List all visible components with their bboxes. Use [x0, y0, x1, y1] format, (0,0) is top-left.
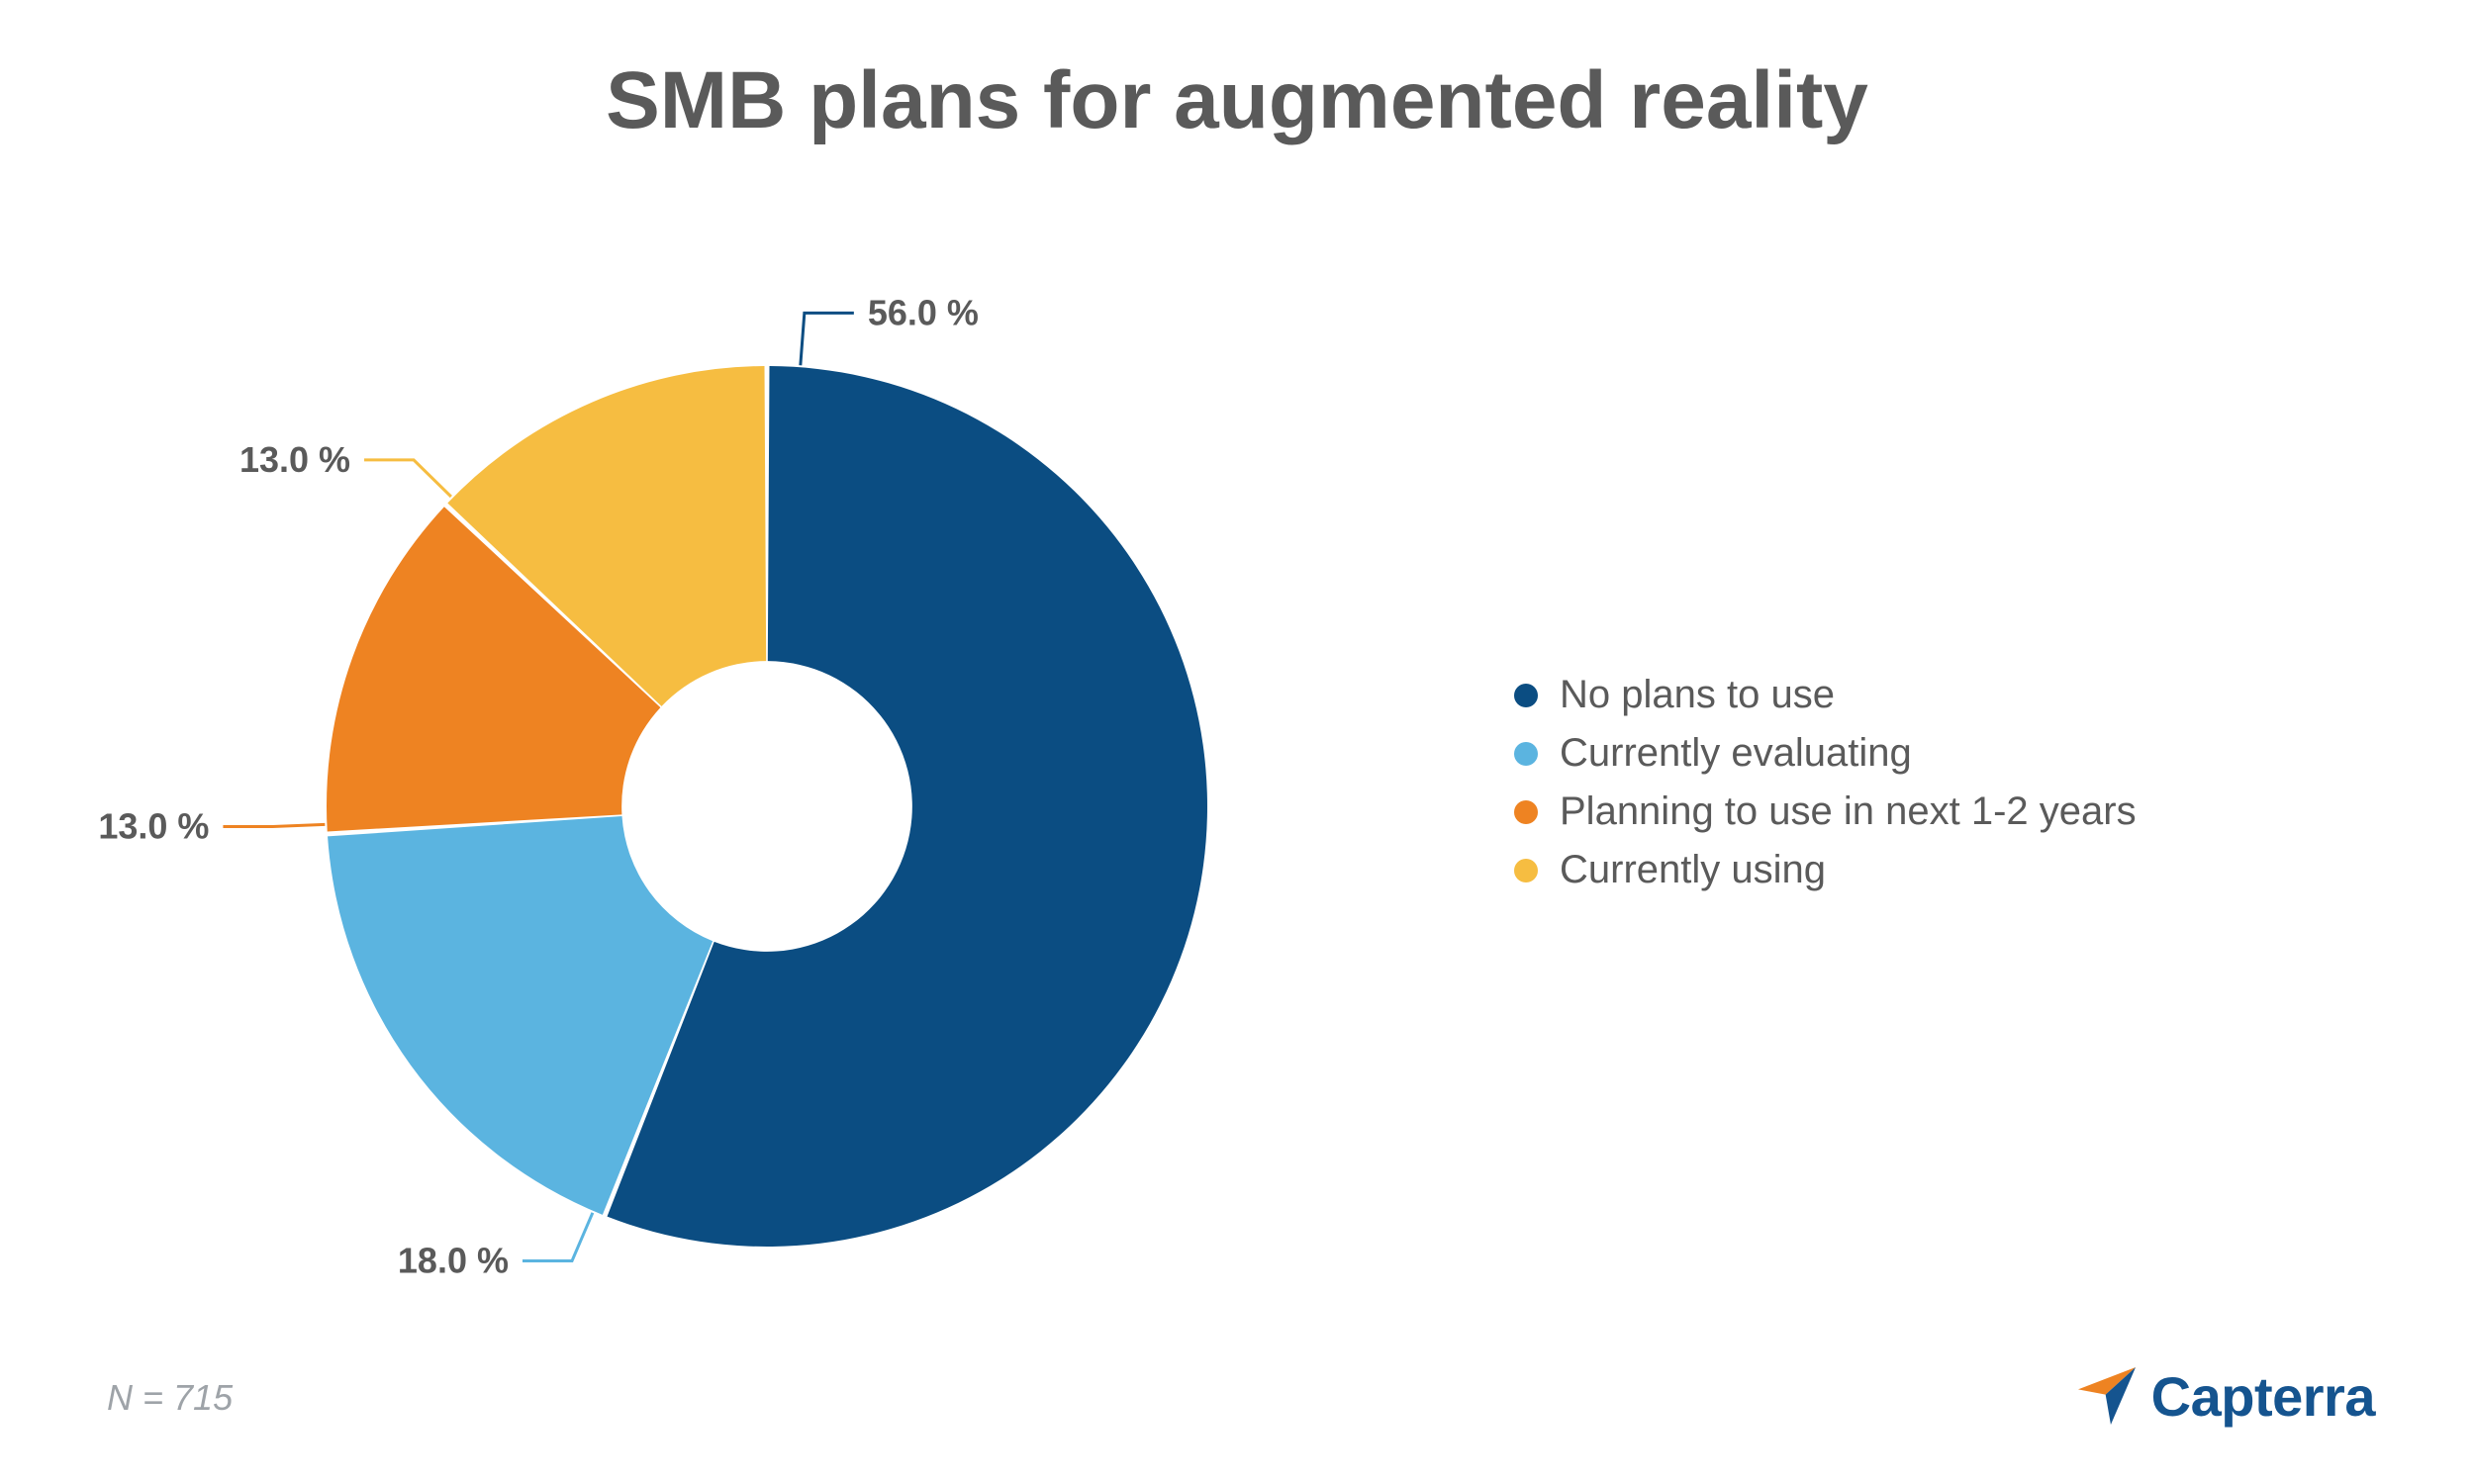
slice-value-label: 13.0 %: [239, 439, 350, 480]
leader-line: [801, 313, 854, 365]
slice-value-label: 18.0 %: [398, 1241, 509, 1281]
legend-swatch: [1514, 859, 1538, 882]
legend-swatch: [1514, 684, 1538, 707]
slice-value-label: 56.0 %: [868, 292, 979, 332]
legend-label: Currently using: [1560, 848, 1826, 892]
legend-item: Planning to use in next 1-2 years: [1514, 789, 2137, 834]
capterra-arrow-icon: [2074, 1363, 2140, 1429]
leader-line: [223, 824, 325, 826]
legend-item: No plans to use: [1514, 673, 2137, 717]
legend-swatch: [1514, 742, 1538, 766]
legend-label: Planning to use in next 1-2 years: [1560, 789, 2137, 834]
slice-value-label: 13.0 %: [98, 806, 209, 847]
legend-swatch: [1514, 800, 1538, 824]
sample-size-note: N = 715: [107, 1377, 233, 1419]
legend-item: Currently evaluating: [1514, 731, 2137, 776]
legend-label: Currently evaluating: [1560, 731, 1912, 776]
brand-name: Capterra: [2151, 1364, 2375, 1429]
leader-line: [364, 460, 451, 497]
brand-logo: Capterra: [2074, 1363, 2375, 1429]
leader-line: [523, 1213, 593, 1261]
donut-chart: 56.0 %18.0 %13.0 %13.0 %: [119, 245, 1207, 1334]
legend-label: No plans to use: [1560, 673, 1835, 717]
chart-legend: No plans to use Currently evaluating Plann…: [1514, 673, 2137, 906]
legend-item: Currently using: [1514, 848, 2137, 892]
